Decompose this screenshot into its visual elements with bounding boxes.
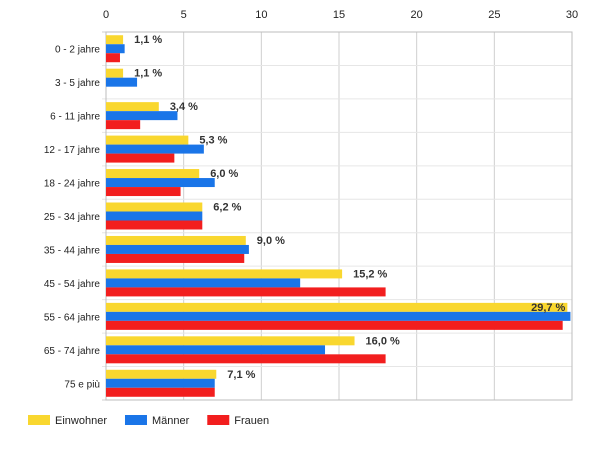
legend-swatch — [28, 415, 50, 425]
legend-label: Einwohner — [55, 415, 107, 427]
bar-einwohner — [106, 68, 124, 78]
x-tick-label: 30 — [566, 9, 578, 21]
bar-m-nner — [106, 178, 215, 188]
x-tick-label: 20 — [411, 9, 423, 21]
bar-m-nner — [106, 44, 125, 54]
category-label: 6 - 11 jahre — [50, 112, 100, 123]
bar-m-nner — [106, 378, 215, 388]
x-tick-label: 15 — [333, 9, 345, 21]
data-label: 9,0 % — [257, 235, 285, 247]
legend-swatch — [124, 415, 147, 425]
bar-m-nner — [106, 311, 571, 321]
category-label: 25 - 34 jahre — [44, 212, 101, 223]
legend-label: Frauen — [234, 415, 269, 427]
x-tick-label: 0 — [103, 9, 109, 21]
bar-einwohner — [106, 369, 217, 379]
category-label: 45 - 54 jahre — [44, 279, 101, 290]
bar-frauen — [106, 120, 141, 130]
bar-m-nner — [106, 144, 204, 154]
bar-frauen — [106, 387, 215, 397]
data-label: 6,2 % — [213, 202, 241, 214]
category-label: 0 - 2 jahre — [55, 45, 100, 56]
bar-m-nner — [106, 278, 301, 288]
category-label: 75 e più — [64, 379, 100, 390]
x-tick-label: 25 — [488, 9, 500, 21]
bar-einwohner — [106, 235, 246, 245]
category-label: 18 - 24 jahre — [44, 179, 101, 190]
legend-swatch — [207, 415, 230, 425]
data-label: 1,1 % — [134, 34, 162, 46]
grid-lines — [102, 31, 573, 401]
legend: Einwohner Männer Frauen — [28, 415, 269, 427]
bar-frauen — [106, 287, 386, 297]
bar-einwohner — [106, 35, 124, 45]
data-label: 1,1 % — [134, 68, 162, 80]
bar-frauen — [106, 320, 563, 330]
category-label: 35 - 44 jahre — [44, 245, 101, 256]
data-label: 5,3 % — [199, 135, 227, 147]
bar-einwohner — [106, 336, 355, 346]
data-labels: 1,1 % 1,1 % 3,4 % 5,3 % 6,0 % 6,2 % 9,0 % 15,2 … — [134, 34, 565, 381]
bar-frauen — [106, 253, 245, 263]
bars — [106, 35, 571, 397]
legend-label: Männer — [152, 415, 190, 427]
category-label: 55 - 64 jahre — [44, 312, 101, 323]
bar-m-nner — [106, 211, 203, 221]
data-label: 16,0 % — [366, 335, 400, 347]
bar-m-nner — [106, 77, 138, 87]
bar-einwohner — [106, 102, 159, 112]
bar-einwohner — [106, 202, 203, 212]
data-label: 3,4 % — [170, 101, 198, 113]
bar-m-nner — [106, 345, 326, 355]
bar-frauen — [106, 153, 175, 163]
bar-m-nner — [106, 111, 178, 121]
x-tick-label: 5 — [181, 9, 187, 21]
bar-frauen — [106, 187, 181, 197]
category-label: 12 - 17 jahre — [44, 145, 101, 156]
bar-einwohner — [106, 169, 200, 179]
bar-einwohner — [106, 269, 343, 279]
bar-einwohner — [106, 302, 568, 312]
bar-einwohner — [106, 135, 189, 145]
x-axis-ticks: 0 5 10 15 20 25 30 — [103, 9, 578, 21]
data-label: 7,1 % — [227, 369, 255, 381]
category-label: 3 - 5 jahre — [55, 78, 100, 89]
bar-m-nner — [106, 244, 249, 254]
x-tick-label: 10 — [255, 9, 267, 21]
bar-frauen — [106, 220, 203, 230]
data-label: 29,7 % — [531, 302, 565, 314]
data-label: 15,2 % — [353, 268, 387, 280]
category-labels: 0 - 2 jahre 3 - 5 jahre 6 - 11 jahre 12 - 1… — [44, 45, 101, 391]
bar-frauen — [106, 53, 120, 63]
bar-frauen — [106, 354, 386, 364]
data-label: 6,0 % — [210, 168, 238, 180]
category-label: 65 - 74 jahre — [44, 346, 101, 357]
